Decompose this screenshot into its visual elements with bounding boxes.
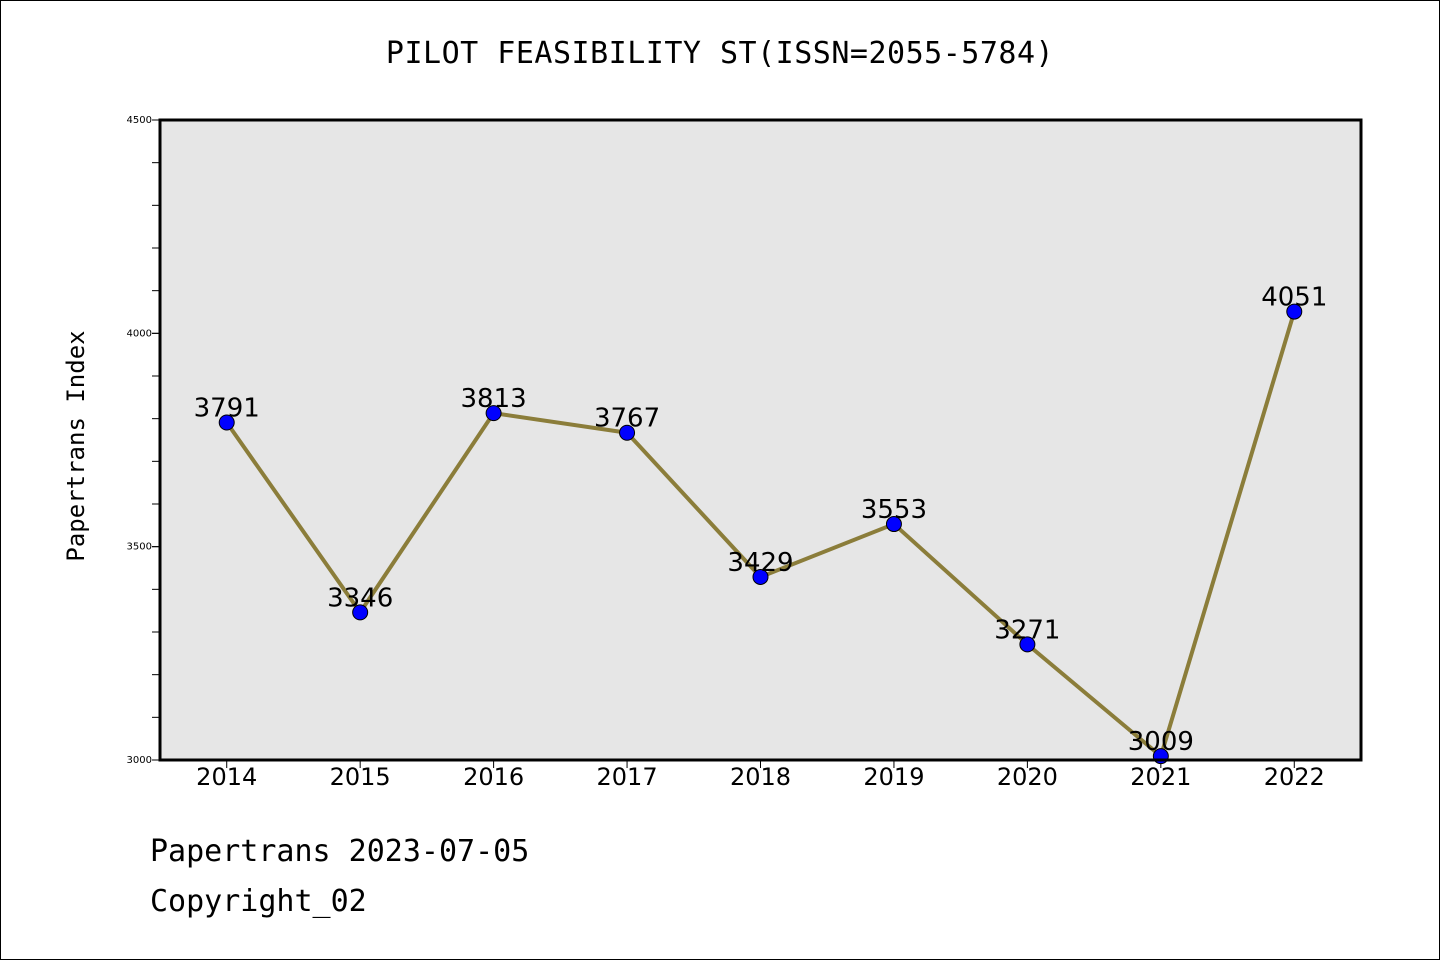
footer-date: Papertrans 2023-07-05 bbox=[150, 834, 530, 869]
plot-area bbox=[160, 120, 1361, 760]
data-label: 3009 bbox=[1128, 727, 1194, 757]
x-tick-label: 2021 bbox=[1130, 763, 1191, 791]
data-point bbox=[1019, 636, 1036, 653]
data-label: 4051 bbox=[1261, 283, 1327, 313]
data-markers bbox=[218, 303, 1303, 765]
x-tick-label: 2017 bbox=[597, 763, 658, 791]
x-tick-label: 2014 bbox=[196, 763, 257, 791]
plot-border bbox=[158, 118, 1363, 762]
data-point bbox=[619, 424, 636, 441]
footer-copyright: Copyright_02 bbox=[150, 884, 367, 919]
data-label: 3791 bbox=[194, 394, 260, 424]
y-tick-label: 4000 bbox=[127, 328, 152, 339]
data-point bbox=[485, 405, 502, 422]
data-label: 3346 bbox=[327, 583, 393, 613]
x-tick-label: 2022 bbox=[1264, 763, 1325, 791]
y-tick-label: 3500 bbox=[127, 542, 152, 553]
x-tick-label: 2018 bbox=[730, 763, 791, 791]
data-labels: 3791 3346 3813 3767 3429 3553 3271 3009 4051 bbox=[194, 283, 1328, 758]
data-label: 3553 bbox=[861, 495, 927, 525]
x-tick-label: 2020 bbox=[997, 763, 1058, 791]
data-point bbox=[218, 414, 235, 431]
y-ticks: 3000 3500 4000 4500 bbox=[127, 115, 160, 766]
x-tick-label: 2019 bbox=[863, 763, 924, 791]
data-label: 3429 bbox=[727, 548, 793, 578]
data-label: 3767 bbox=[594, 404, 660, 434]
y-tick-label: 3000 bbox=[127, 755, 152, 766]
y-tick-label: 4500 bbox=[127, 115, 152, 126]
data-label: 3271 bbox=[994, 615, 1060, 645]
x-ticks: 2014 2015 2016 2017 2018 2019 2020 2021 2022 bbox=[196, 760, 1325, 791]
data-point bbox=[352, 604, 369, 621]
data-point bbox=[1286, 303, 1303, 320]
x-tick-label: 2015 bbox=[330, 763, 391, 791]
data-point bbox=[885, 516, 902, 533]
x-tick-label: 2016 bbox=[463, 763, 524, 791]
data-point bbox=[752, 568, 769, 585]
chart-title: PILOT FEASIBILITY ST(ISSN=2055-5784) bbox=[385, 36, 1055, 71]
data-label: 3813 bbox=[461, 384, 527, 414]
